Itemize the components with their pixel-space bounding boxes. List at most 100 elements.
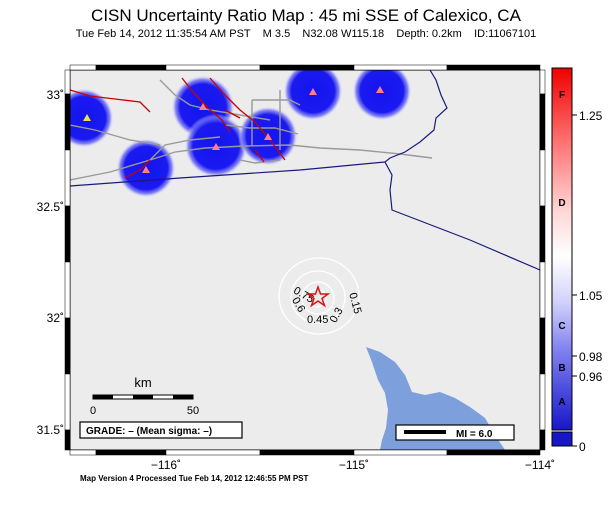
station-triangle — [212, 143, 220, 150]
station-triangle — [264, 133, 272, 140]
event-location: N32.08 W115.18 — [302, 28, 385, 40]
scale-title: km — [134, 375, 151, 390]
edge-bar-segment — [64, 69, 71, 95]
scale-end: 50 — [187, 405, 199, 417]
road — [70, 124, 161, 146]
fault-line — [209, 77, 241, 111]
edge-bar-segment — [539, 261, 546, 319]
gulf-of-california-water — [366, 347, 505, 450]
contour-label-015: 0.15 — [346, 291, 363, 315]
grade-box: GRADE: – (Mean sigma: –) — [79, 421, 243, 439]
edge-bar-segment — [446, 64, 541, 71]
edge-bar-segment — [64, 261, 71, 319]
event-depth: Depth: 0.2km — [396, 28, 462, 40]
footer-processing-info: Map Version 4 Processed Tue Feb 14, 2012… — [80, 474, 309, 483]
grade-label-b: B — [558, 363, 565, 374]
road — [239, 159, 281, 164]
edge-bar-segment — [446, 449, 541, 456]
uncertainty-colorbar: F D C B A 1.25 1.05 0.98 0.96 0 — [551, 67, 603, 454]
edge-bar-segment — [95, 64, 167, 71]
ca-az-border — [384, 70, 540, 271]
lat-tick-label: 31.5˚ — [37, 423, 64, 437]
road — [149, 136, 221, 161]
edge-bar-segment — [64, 149, 71, 207]
axis-labels: 33˚ 32.5˚ 32˚ 31.5˚ −116˚ −115˚ −114˚ — [37, 88, 555, 472]
fault-line — [239, 109, 286, 161]
colorbar-value-label: 0.96 — [579, 370, 603, 384]
road — [252, 99, 301, 106]
station-triangle — [376, 86, 384, 93]
contour-0.45 — [301, 281, 335, 315]
station-triangle — [199, 103, 207, 110]
scale-bar: km 0 50 — [90, 375, 199, 417]
fault-line — [224, 109, 241, 119]
contour-0.3 — [290, 270, 346, 324]
edge-bar-segment — [69, 64, 97, 71]
edge-bar-segment — [539, 317, 546, 375]
uncertainty-contours — [278, 257, 360, 335]
edge-bar-segment — [539, 373, 546, 431]
faults — [70, 77, 286, 179]
edge-bar-segment — [69, 449, 97, 456]
edge-bar-segment — [539, 205, 546, 263]
edge-bar-segment — [64, 93, 71, 151]
grade-text: GRADE: – (Mean sigma: –) — [86, 426, 212, 437]
lon-tick-label: −114˚ — [525, 458, 555, 472]
lat-tick-label: 33˚ — [47, 88, 64, 102]
event-summary: Tue Feb 14, 2012 11:35:54 AM PST M 3.5 N… — [0, 28, 612, 40]
fault-line — [70, 89, 151, 113]
station-triangle — [83, 114, 91, 121]
lat-tick-label: 32.5˚ — [37, 200, 64, 214]
edge-bar-segment — [353, 449, 448, 456]
grade-label-c: C — [558, 321, 565, 332]
road — [224, 124, 299, 135]
road — [70, 144, 433, 181]
edge-bar-segment — [259, 449, 355, 456]
mi-legend-label: MI = 6.0 — [456, 429, 493, 440]
edge-bar-segment — [539, 69, 546, 95]
edge-bar-segment — [539, 429, 546, 451]
edge-bar-segment — [64, 429, 71, 451]
fault-line — [181, 77, 231, 133]
event-id: ID:11067101 — [474, 28, 537, 40]
edge-bar-segment — [353, 64, 448, 71]
edge-bar-segment — [539, 93, 546, 151]
edge-bar-segment — [259, 64, 355, 71]
borders — [70, 70, 540, 271]
station-blob — [352, 70, 412, 121]
colorbar-value-label: 0 — [579, 440, 586, 454]
contour-0.15 — [278, 257, 360, 335]
grade-label-f: F — [559, 90, 565, 101]
lon-tick-label: −116˚ — [151, 458, 181, 472]
us-mexico-border — [70, 161, 386, 187]
colorbar-value-label: 1.25 — [579, 109, 603, 123]
scale-segment — [133, 395, 153, 399]
edge-bar-segment — [165, 64, 261, 71]
event-datetime: Tue Feb 14, 2012 11:35:54 AM PST — [75, 28, 251, 40]
edge-bar-segment — [165, 449, 261, 456]
roads — [70, 79, 433, 181]
colorbar-value-label: 0.98 — [579, 350, 603, 364]
edge-bar-segment — [64, 205, 71, 263]
scale-segment — [173, 395, 193, 399]
station-blob — [283, 70, 343, 121]
colorbar-gradient — [551, 67, 573, 431]
fault-line — [254, 149, 265, 163]
edge-bar-segment — [95, 449, 167, 456]
scale-start: 0 — [90, 405, 96, 417]
mi-legend: MI = 6.0 — [395, 424, 515, 441]
colorbar-zero-swatch — [551, 431, 573, 447]
lon-tick-label: −115˚ — [339, 458, 369, 472]
station-triangle — [309, 88, 317, 95]
road — [159, 79, 271, 121]
lat-tick-label: 32˚ — [47, 311, 64, 325]
station-markers — [83, 86, 384, 173]
scale-segment — [93, 395, 113, 399]
epicenter-star — [305, 284, 331, 308]
edge-bar-segment — [64, 317, 71, 375]
grade-label-a: A — [558, 397, 565, 408]
map-title: CISN Uncertainty Ratio Map : 45 mi SSE o… — [91, 6, 521, 25]
station-triangle — [142, 166, 150, 173]
event-magnitude: M 3.5 — [262, 28, 291, 40]
